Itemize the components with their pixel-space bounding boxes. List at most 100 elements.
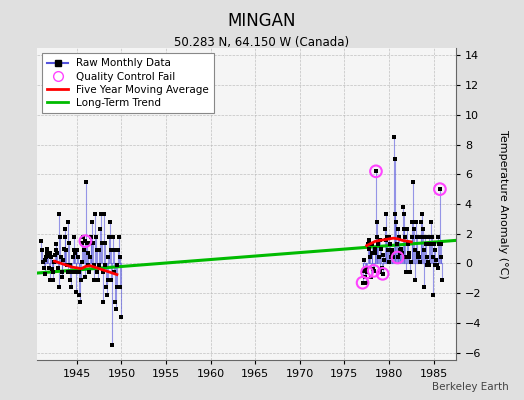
Point (101, 240, 109, 246)
Point (409, 178, 417, 185)
Point (367, 274, 375, 280)
Point (115, 234, 123, 240)
Text: Berkeley Earth: Berkeley Earth (432, 382, 508, 392)
Point (364, 241, 372, 247)
Point (99, 269, 107, 276)
Point (115, 254, 124, 261)
Point (399, 204, 407, 210)
Point (92, 247, 101, 253)
Point (422, 241, 430, 247)
Point (425, 234, 434, 240)
Legend: Raw Monthly Data, Quality Control Fail, Five Year Moving Average, Long-Term Tren: Raw Monthly Data, Quality Control Fail, … (42, 53, 214, 113)
Point (85, 254, 94, 261)
Point (113, 262, 122, 268)
Point (86, 240, 95, 246)
Point (113, 284, 121, 290)
Point (83, 250, 92, 256)
Point (403, 226, 411, 232)
Point (358, 280, 367, 286)
Point (378, 271, 387, 277)
Point (417, 219, 425, 225)
Point (385, 259, 393, 265)
Text: MINGAN: MINGAN (228, 12, 296, 30)
Point (413, 254, 422, 261)
Point (413, 234, 421, 240)
Point (50, 259, 58, 265)
Point (394, 254, 402, 261)
Point (436, 186, 444, 192)
Y-axis label: Temperature Anomaly (°C): Temperature Anomaly (°C) (498, 130, 508, 278)
Point (431, 247, 439, 253)
Point (414, 250, 422, 256)
Point (80, 247, 88, 253)
Point (72, 288, 81, 295)
Point (388, 247, 397, 253)
Point (45, 265, 53, 271)
Point (88, 219, 96, 225)
Point (85, 269, 93, 276)
Point (57, 269, 66, 276)
Point (65, 240, 73, 246)
Point (392, 241, 401, 247)
Point (419, 226, 427, 232)
Point (370, 245, 379, 252)
Point (421, 234, 429, 240)
Point (100, 211, 108, 218)
Point (367, 241, 376, 247)
Point (111, 299, 119, 305)
Point (408, 219, 416, 225)
Point (412, 219, 420, 225)
Point (56, 234, 64, 240)
Point (66, 262, 74, 268)
Point (62, 247, 70, 253)
Point (382, 211, 390, 218)
Point (81, 238, 90, 244)
Point (390, 211, 399, 218)
Point (427, 219, 435, 225)
Point (54, 265, 62, 271)
Point (48, 266, 56, 272)
Point (74, 254, 82, 261)
Point (94, 276, 102, 283)
Point (399, 226, 408, 232)
Point (71, 250, 79, 256)
Point (437, 254, 445, 261)
Point (106, 219, 114, 225)
Point (73, 247, 81, 253)
Point (37, 238, 46, 244)
Point (46, 276, 54, 283)
Point (373, 234, 381, 240)
Point (389, 254, 397, 261)
Point (385, 234, 394, 240)
Point (378, 271, 387, 277)
Point (392, 219, 400, 225)
Point (395, 234, 403, 240)
Point (406, 269, 414, 276)
Point (423, 254, 431, 261)
Point (402, 269, 411, 276)
Point (430, 241, 438, 247)
Point (43, 245, 52, 252)
Point (407, 259, 415, 265)
Point (362, 266, 370, 272)
Point (424, 259, 432, 265)
Point (365, 245, 374, 252)
Point (373, 219, 381, 225)
Point (401, 254, 410, 261)
Point (42, 250, 51, 256)
Point (91, 211, 99, 218)
Point (42, 254, 50, 261)
Point (87, 234, 95, 240)
Point (90, 262, 98, 268)
Point (114, 247, 122, 253)
Point (371, 250, 379, 256)
Point (418, 211, 426, 218)
Point (384, 247, 392, 253)
Point (380, 257, 388, 264)
Point (104, 254, 113, 261)
Point (51, 247, 60, 253)
Point (390, 134, 398, 140)
Point (47, 254, 56, 261)
Point (117, 314, 125, 320)
Point (360, 257, 368, 264)
